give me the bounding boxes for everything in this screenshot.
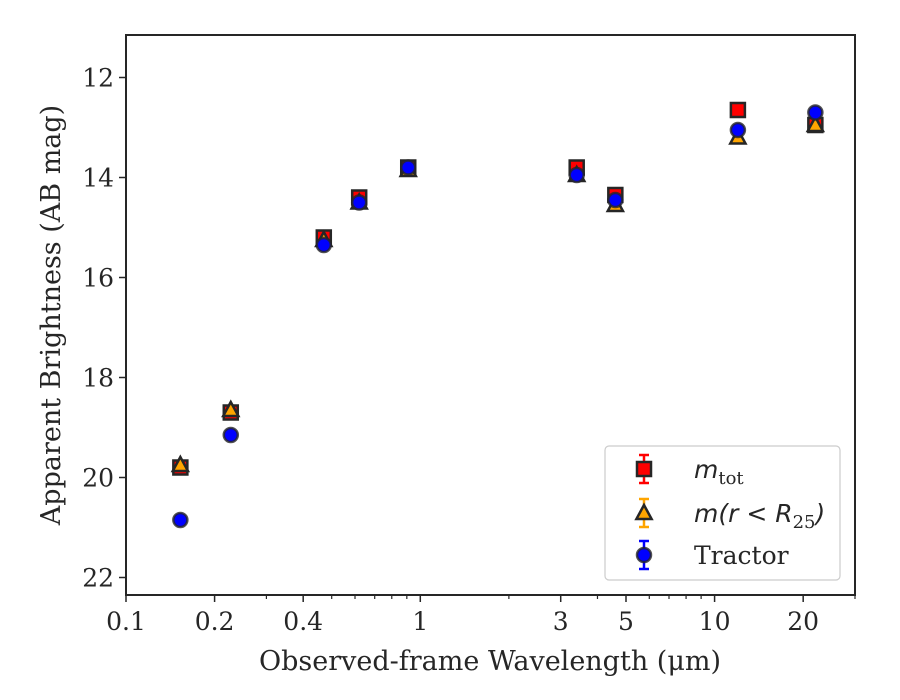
legend-marker-square: [635, 460, 653, 478]
plot-frame: [125, 34, 856, 596]
x-axis: 0.1 0.2 0.4 1 3 5 10 20: [106, 595, 856, 636]
data-point-circle: [807, 104, 824, 121]
x-axis-label: Observed-frame Wavelength (μm): [259, 646, 721, 677]
x-tick-label: 20: [787, 607, 819, 636]
legend-box: [604, 445, 841, 581]
x-tick-label: 10: [699, 607, 731, 636]
y-tick-label: 22: [82, 564, 114, 593]
legend-label: m(r < R25): [694, 499, 825, 533]
data-point-square: [729, 101, 747, 119]
y-tick-label: 18: [82, 364, 114, 393]
series-circle: [172, 104, 824, 529]
data-point-circle: [729, 121, 747, 139]
data-point-triangle: [221, 399, 241, 418]
data-point-circle: [399, 159, 417, 176]
y-tick-label: 12: [82, 64, 114, 93]
data-point-triangle: [170, 454, 191, 473]
data-point-circle: [172, 511, 189, 529]
y-tick-label: 14: [82, 164, 114, 193]
x-tick-label: 3: [553, 607, 569, 636]
data-point-circle: [222, 426, 240, 444]
data-point-circle: [568, 166, 585, 184]
y-axis-label: Apparent Brightness (AB mag): [36, 105, 67, 526]
x-tick-label: 0.2: [195, 607, 235, 636]
data-marks: [170, 101, 826, 529]
x-tick-label: 0.1: [106, 607, 146, 636]
legend-label: Tractor: [694, 541, 789, 570]
y-tick-label: 20: [82, 464, 114, 493]
data-point-circle: [315, 236, 333, 254]
x-tick-label: 0.4: [283, 607, 323, 636]
legend-marker-triangle: [634, 502, 654, 521]
legend-label: mtot: [694, 455, 744, 489]
data-point-circle: [350, 194, 368, 211]
x-tick-label: 1: [412, 607, 428, 636]
legend-marker-circle: [635, 546, 653, 564]
legend: mtot m(r < R25) Tractor: [604, 445, 841, 581]
y-tick-label: 16: [82, 264, 114, 293]
x-tick-label: 5: [618, 607, 634, 636]
y-axis: 12 14 16 18 20 22: [82, 64, 126, 593]
data-point-circle: [607, 191, 624, 209]
data-point-triangle: [805, 114, 826, 133]
